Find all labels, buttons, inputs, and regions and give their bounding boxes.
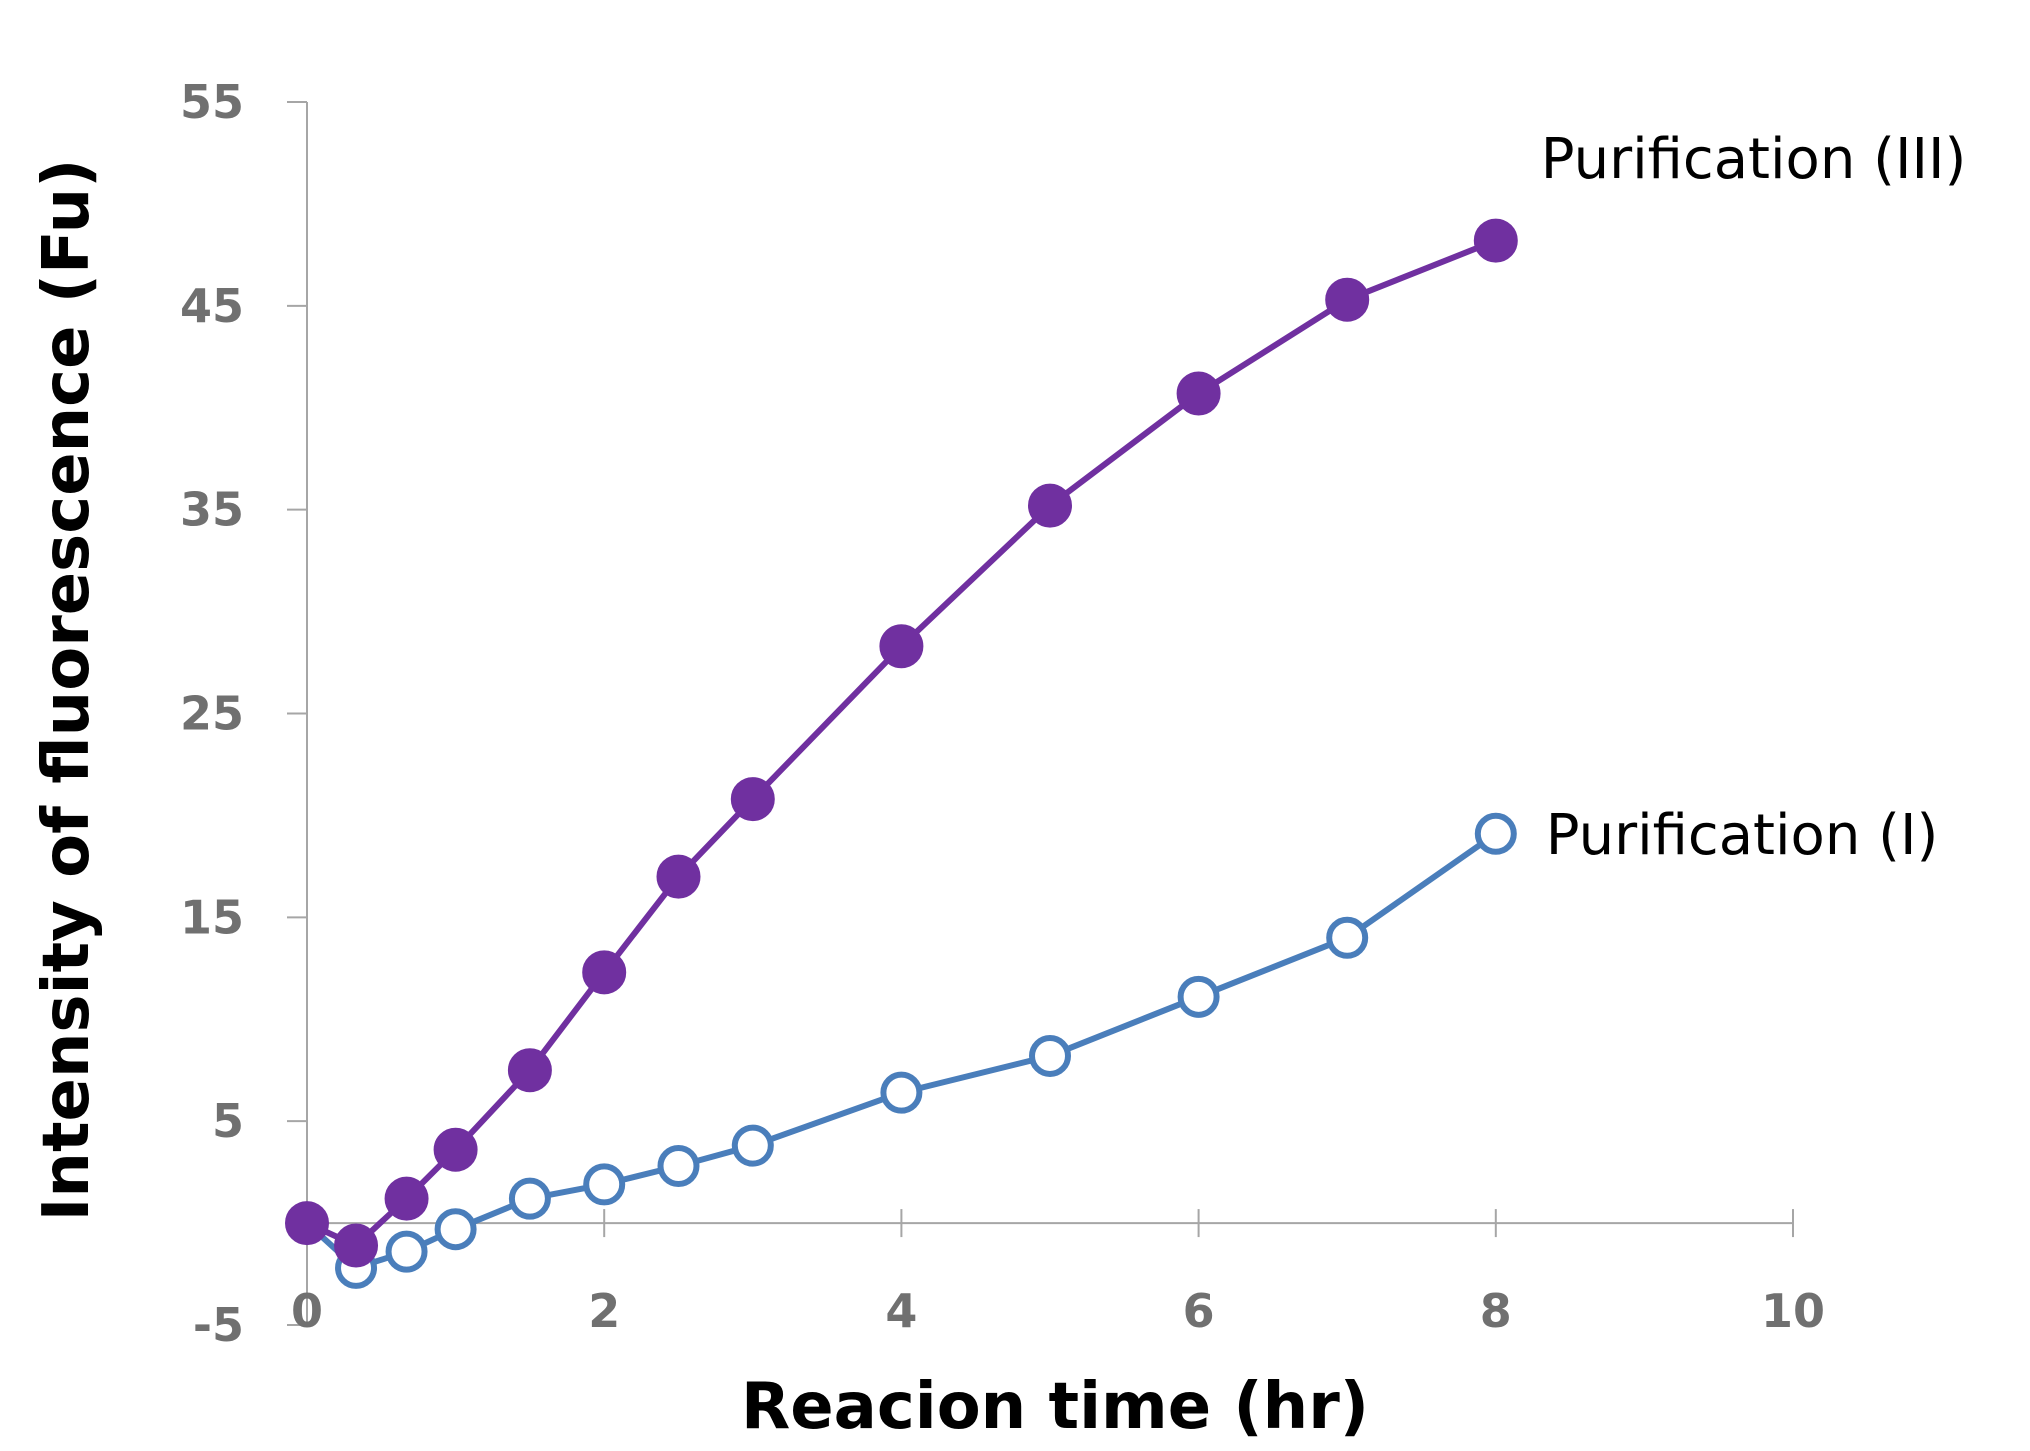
data-point (507, 1048, 552, 1093)
data-point (582, 950, 627, 995)
data-point (656, 854, 701, 899)
x-tick-label: 4 (885, 1284, 917, 1338)
data-point (1325, 277, 1370, 322)
data-point (434, 1208, 477, 1251)
series-label: Purification (III) (1541, 127, 1967, 192)
y-tick-label: 55 (180, 75, 244, 129)
series-purification-i: Purification (I) (286, 803, 1939, 1289)
data-point (1176, 371, 1221, 416)
data-point (1326, 916, 1369, 959)
y-tick-label: -5 (193, 1298, 244, 1352)
x-tick-label: 10 (1761, 1284, 1825, 1338)
data-point (1028, 483, 1072, 528)
y-tick-label: 45 (180, 279, 244, 333)
data-point (384, 1176, 429, 1221)
x-tick-label: 2 (588, 1284, 620, 1338)
data-point (508, 1177, 551, 1220)
series-purification-iii: Purification (III) (285, 127, 1967, 1268)
data-point (1177, 975, 1220, 1018)
x-tick-label: 0 (291, 1284, 323, 1338)
data-point (730, 777, 775, 822)
x-tick-label: 6 (1183, 1284, 1215, 1338)
data-point (583, 1163, 626, 1206)
data-point (1029, 1034, 1071, 1077)
data-point (285, 1201, 329, 1246)
data-point (334, 1223, 379, 1268)
y-tick-label: 15 (180, 890, 244, 944)
series-label: Purification (I) (1546, 803, 1939, 868)
y-axis-title: Intensity of fluorescence (Fu) (30, 159, 104, 1222)
series-line-purification-i (304, 831, 1498, 1271)
data-point (731, 1124, 774, 1167)
x-tick-label: 8 (1480, 1284, 1512, 1338)
y-tick-label: 35 (180, 483, 244, 537)
data-point (657, 1145, 700, 1188)
data-point (385, 1230, 428, 1273)
axes: -5 5 15 25 35 45 55 0 2 4 6 8 10 (180, 75, 1825, 1352)
data-point (1473, 218, 1518, 263)
data-point (879, 624, 924, 669)
data-point (433, 1127, 478, 1172)
y-tick-label: 25 (180, 687, 244, 741)
series-layer: Purification (I) Purification (III) (285, 127, 1967, 1289)
x-axis-title: Reacion time (hr) (741, 1370, 1369, 1444)
y-tick-label: 5 (212, 1094, 244, 1148)
data-point (1474, 812, 1517, 855)
data-point (880, 1071, 923, 1114)
